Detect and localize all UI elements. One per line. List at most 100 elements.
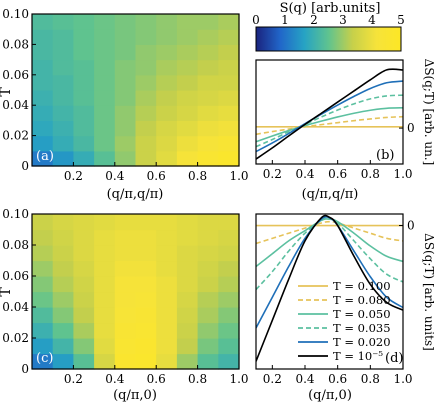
heatmap-cell xyxy=(135,338,157,355)
heatmap-cell xyxy=(197,74,219,91)
heatmap-cell xyxy=(218,29,240,45)
panel-c-xlabel: (q/π,0) xyxy=(113,388,157,403)
heatmap-cell xyxy=(135,44,157,61)
heatmap-cell xyxy=(135,105,157,121)
x-tick-label: 1.0 xyxy=(229,372,248,386)
colorbar: S(q) [arb.units] 0 1 2 3 4 5 xyxy=(252,1,405,52)
heatmap-cell xyxy=(73,105,95,121)
y-tick-label: 0.04 xyxy=(2,98,29,112)
heatmap-cell xyxy=(156,214,178,231)
heatmap-cell xyxy=(94,322,116,339)
colorbar-tick-label: 3 xyxy=(339,13,347,27)
heatmap-cell xyxy=(73,322,95,339)
x-tick-label: 0.4 xyxy=(105,169,124,183)
panel-b-label: (b) xyxy=(376,148,394,163)
heatmap-cell xyxy=(32,105,54,121)
heatmap-cell xyxy=(73,90,95,106)
heatmap-cell xyxy=(52,229,74,246)
heatmap-cell xyxy=(218,120,240,137)
heatmap-cell xyxy=(176,14,199,30)
heatmap-cell xyxy=(176,120,199,137)
heatmap-cell xyxy=(156,135,178,152)
heatmap-cell xyxy=(94,214,116,231)
series-line xyxy=(256,94,403,148)
heatmap-cell xyxy=(156,14,178,30)
heatmap-cell xyxy=(52,29,74,45)
heatmap-cell xyxy=(135,291,157,308)
heatmap-cell xyxy=(218,353,240,370)
heatmap-cell xyxy=(197,276,219,293)
heatmap-cell xyxy=(32,291,54,308)
colorbar-tick-label: 2 xyxy=(310,13,318,27)
heatmap-cell xyxy=(156,59,178,76)
colorbar-bar xyxy=(255,26,402,52)
colorbar-tick-label: 0 xyxy=(252,13,260,27)
heatmap-cell xyxy=(156,44,178,61)
x-tick-label: 0.2 xyxy=(263,372,282,386)
heatmap-cell xyxy=(156,29,178,45)
heatmap-cell xyxy=(73,74,95,91)
heatmap-cell xyxy=(218,338,240,355)
heatmap-cell xyxy=(32,44,54,61)
heatmap-cell xyxy=(94,44,116,61)
panel-b-ylabel: ΔS(q;T) [arb. un.] xyxy=(422,59,436,166)
panel-d-label: (d) xyxy=(385,351,403,366)
heatmap-cell xyxy=(156,338,178,355)
heatmap-cell xyxy=(114,74,137,91)
heatmap-cell xyxy=(52,353,74,370)
x-tick-label: 0.2 xyxy=(64,169,83,183)
heatmap-cell xyxy=(32,245,54,262)
heatmap-cell xyxy=(176,307,199,324)
heatmap-cell xyxy=(94,74,116,91)
heatmap-cell xyxy=(156,291,178,308)
heatmap-cell xyxy=(176,74,199,91)
heatmap-cell xyxy=(73,214,95,231)
y-tick-label: 0 xyxy=(407,219,415,233)
heatmap-cell xyxy=(94,29,116,45)
heatmap-cell xyxy=(52,245,74,262)
y-tick-label: 0.06 xyxy=(2,269,29,283)
heatmap-cell xyxy=(197,120,219,137)
heatmap-cell xyxy=(197,353,219,370)
heatmap-cell xyxy=(94,353,116,370)
heatmap-cell xyxy=(32,29,54,45)
heatmap-cell xyxy=(114,90,137,106)
y-tick-label: 0.10 xyxy=(2,207,29,221)
legend-label: T = 10⁻⁵ xyxy=(333,349,383,363)
x-tick-label: 0.6 xyxy=(328,372,347,386)
x-tick-label: 1.0 xyxy=(229,169,248,183)
heatmap-cell xyxy=(197,14,219,30)
heatmap-cell xyxy=(94,90,116,106)
heatmap-cell xyxy=(114,135,137,152)
legend-label: T = 0.050 xyxy=(333,307,391,321)
heatmap-cell xyxy=(52,150,74,167)
x-tick-label: 0.8 xyxy=(188,169,207,183)
heatmap-cell xyxy=(94,14,116,30)
heatmap-cell xyxy=(218,291,240,308)
heatmap-cell xyxy=(94,245,116,262)
heatmap-cell xyxy=(32,260,54,277)
y-tick-label: 0 xyxy=(21,362,29,376)
heatmap-cell xyxy=(156,90,178,106)
heatmap-cell xyxy=(114,353,137,370)
heatmap-cell xyxy=(218,307,240,324)
heatmap-cell xyxy=(114,29,137,45)
heatmap-cell xyxy=(52,74,74,91)
heatmap-cell xyxy=(32,338,54,355)
series-line xyxy=(256,214,403,362)
panel-b: 0.2 0.4 0.6 0.8 1.0 0 (b) (q/π,q/π) ΔS(q;T) [… xyxy=(255,59,436,202)
heatmap-cell xyxy=(32,120,54,137)
heatmap-cell xyxy=(52,322,74,339)
x-tick-label: 1.0 xyxy=(393,167,412,181)
heatmap-cell xyxy=(156,260,178,277)
heatmap-cell xyxy=(135,135,157,152)
heatmap-cell xyxy=(52,135,74,152)
heatmap-cell xyxy=(197,291,219,308)
heatmap-cell xyxy=(135,353,157,370)
heatmap-cell xyxy=(52,14,74,30)
heatmap-cell xyxy=(114,276,137,293)
x-tick-label: 0.8 xyxy=(361,167,380,181)
colorbar-tick-label: 4 xyxy=(368,13,376,27)
heatmap-cell xyxy=(197,307,219,324)
